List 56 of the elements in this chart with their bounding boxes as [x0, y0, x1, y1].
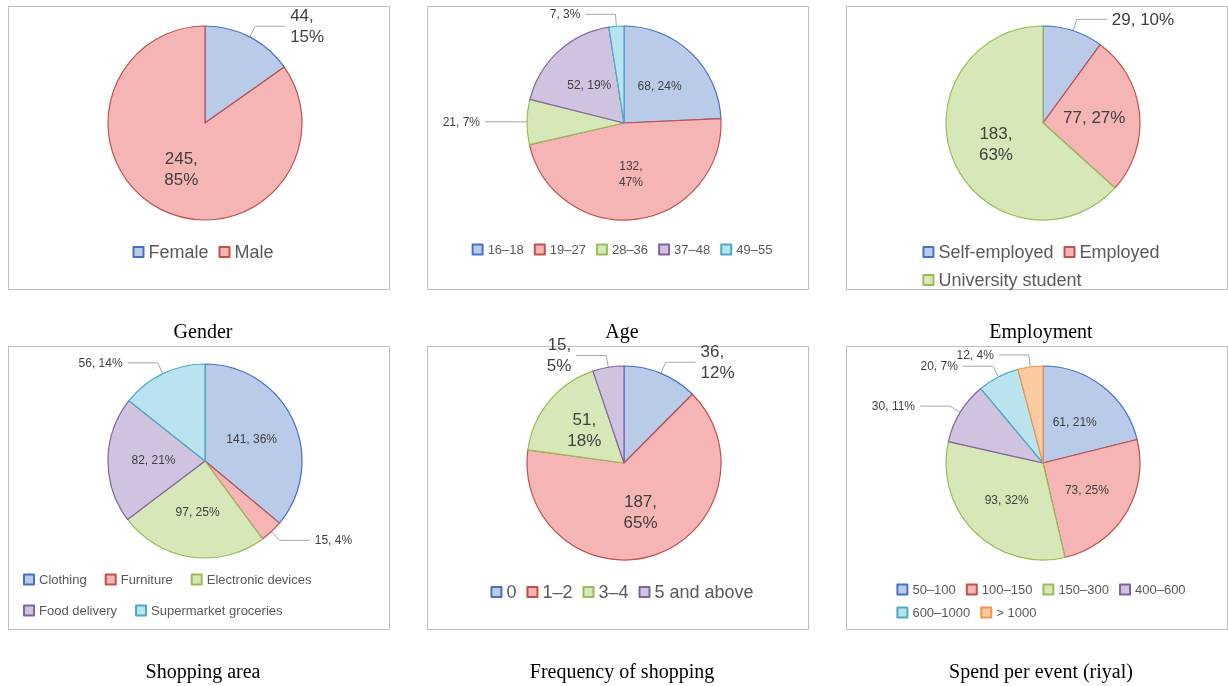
- text: Frequency of shopping: [529, 660, 715, 683]
- data-label: 56, 14%: [78, 355, 123, 370]
- legend-label: > 1000: [996, 605, 1037, 620]
- data-label: 97, 25%: [175, 504, 220, 519]
- data-label: 141, 36%: [226, 432, 278, 447]
- data-label: 15, 4%: [314, 533, 353, 548]
- data-label: 36, 12%: [700, 342, 735, 383]
- legend-label: Electronic devices: [206, 572, 312, 587]
- legend-label: 150–300: [1058, 582, 1110, 597]
- text: Gender: [173, 320, 233, 342]
- legend-label: Food delivery: [39, 603, 118, 618]
- data-label: 29, 10%: [1111, 9, 1175, 29]
- legend-label: 0: [506, 582, 517, 602]
- legend-label: Self-employed: [938, 242, 1054, 262]
- data-label: 44, 15%: [290, 6, 325, 47]
- data-label: 52, 19%: [567, 77, 612, 92]
- legend-label: 400–600: [1134, 582, 1186, 597]
- data-label: 12, 4%: [956, 347, 995, 362]
- data-label: 51, 18%: [567, 410, 602, 451]
- legend-label: University student: [938, 270, 1082, 290]
- data-label: 15, 5%: [546, 335, 572, 376]
- data-label: 93, 32%: [984, 492, 1030, 507]
- legend-label: 3–4: [598, 582, 629, 602]
- legend-label: 49–55: [736, 242, 773, 257]
- legend-label: 1–2: [542, 582, 573, 602]
- data-label: 245, 85%: [164, 148, 199, 189]
- data-label: 21, 7%: [442, 114, 481, 129]
- legend-label: 50–100: [912, 582, 956, 597]
- legend-label: 600–1000: [912, 605, 971, 620]
- legend-label: 37–48: [674, 242, 711, 257]
- data-label: 132, 47%: [618, 159, 644, 190]
- data-label: 77, 27%: [1063, 108, 1126, 128]
- legend-label: 16–18: [487, 242, 524, 257]
- data-label: 30, 11%: [871, 399, 916, 414]
- data-label: 73, 25%: [1064, 482, 1110, 497]
- data-label: 68, 24%: [637, 78, 682, 93]
- legend-label: 100–150: [981, 582, 1033, 597]
- data-label: 20, 7%: [920, 359, 959, 374]
- legend-label: Male: [234, 242, 274, 262]
- legend-label: Female: [148, 242, 209, 262]
- data-label: 183, 63%: [978, 123, 1013, 164]
- text: Age: [605, 320, 639, 343]
- text: Spend per event (riyal): [949, 660, 1133, 683]
- legend-label: 19–27: [549, 242, 586, 257]
- data-label: 82, 21%: [131, 453, 176, 468]
- data-label: 7, 3%: [549, 7, 581, 22]
- legend-label: Furniture: [120, 572, 173, 587]
- legend-label: 28–36: [611, 242, 649, 257]
- legend-label: Supermarket groceries: [151, 603, 284, 618]
- text: Shopping area: [145, 660, 261, 683]
- text: Employment: [989, 320, 1094, 343]
- data-label: 187, 65%: [623, 491, 658, 532]
- data-label: 61, 21%: [1052, 415, 1098, 430]
- legend-label: 5 and above: [654, 582, 754, 602]
- legend-label: Employed: [1079, 242, 1160, 262]
- legend-label: Clothing: [39, 572, 87, 587]
